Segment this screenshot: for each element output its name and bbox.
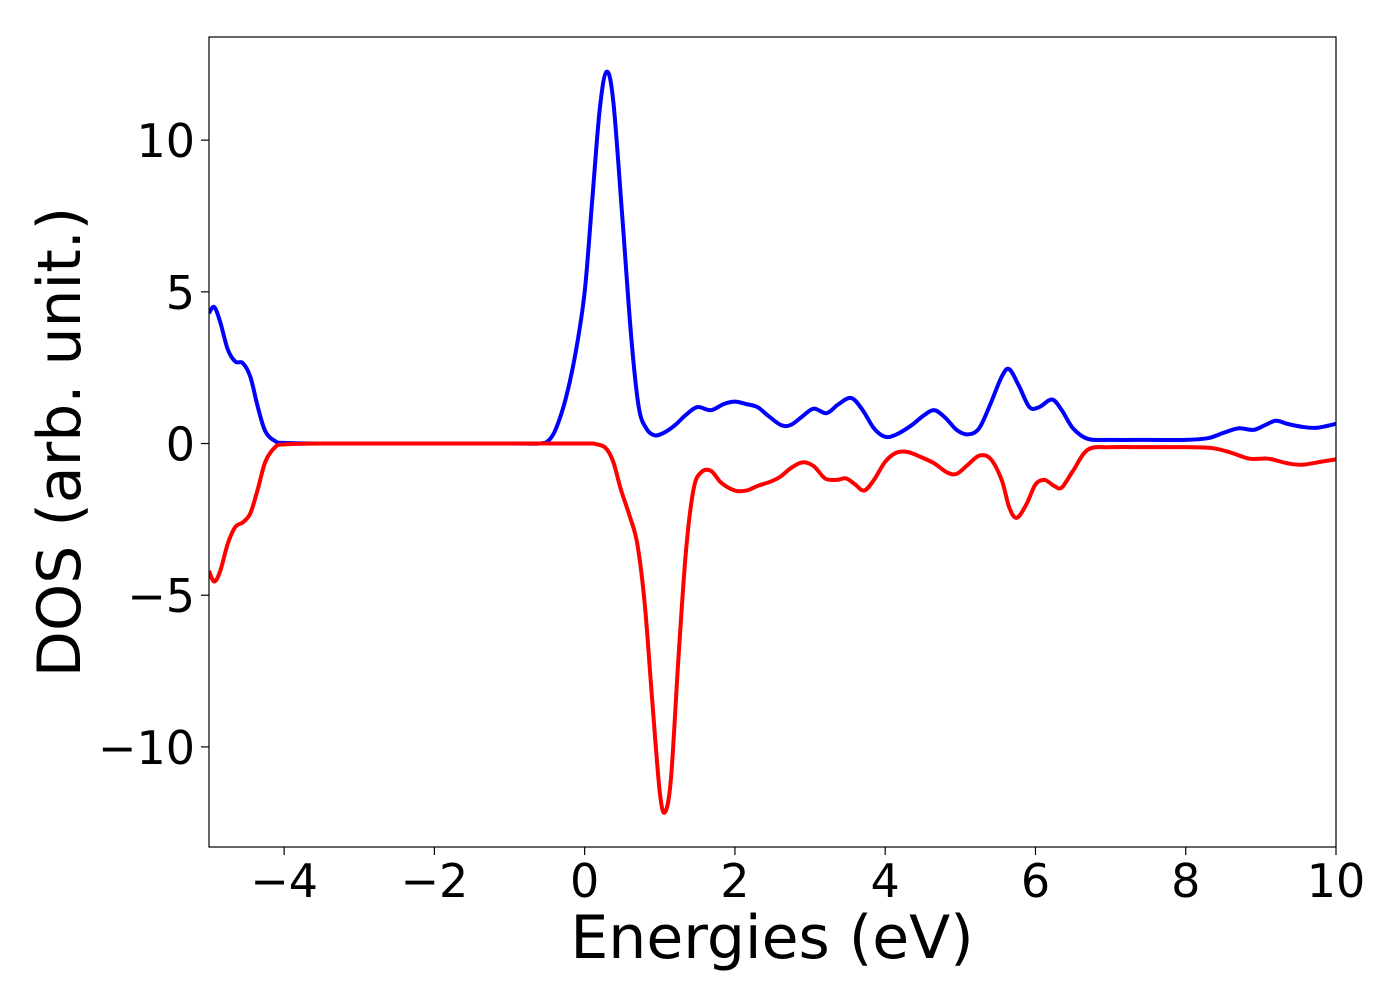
x-tick-label: 0 xyxy=(570,854,599,908)
y-axis-title: DOS (arb. unit.) xyxy=(25,207,95,677)
x-tick-label: 10 xyxy=(1307,854,1366,908)
x-tick-label: −4 xyxy=(250,854,318,908)
x-axis-ticks: −4 −2 0 2 4 6 8 10 xyxy=(250,847,1365,908)
x-tick-label: 8 xyxy=(1171,854,1200,908)
x-tick-label: 6 xyxy=(1021,854,1050,908)
y-tick-label: −5 xyxy=(127,569,195,623)
plot-frame xyxy=(208,36,1337,848)
y-tick-label: 0 xyxy=(166,418,195,472)
x-tick-label: −2 xyxy=(400,854,468,908)
x-axis-title: Energies (eV) xyxy=(570,903,973,973)
series-layer xyxy=(209,69,1336,815)
y-tick-label: 10 xyxy=(136,114,195,168)
dos-line-lower xyxy=(209,441,1336,815)
y-tick-label: 5 xyxy=(166,266,195,320)
x-tick-label: 2 xyxy=(720,854,749,908)
y-axis-ticks: −10 −5 0 5 10 xyxy=(98,114,209,775)
y-tick-label: −10 xyxy=(98,721,195,775)
x-tick-label: 4 xyxy=(871,854,900,908)
